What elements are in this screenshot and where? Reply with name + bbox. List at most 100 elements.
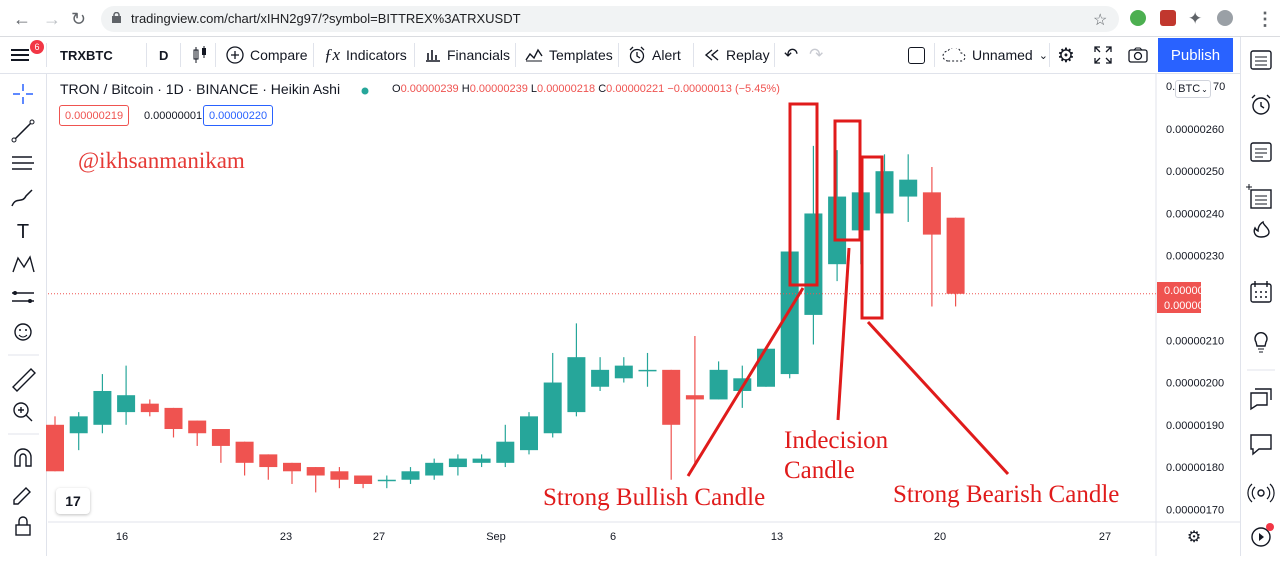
buy-price-box[interactable]: 0.00000220 (203, 105, 274, 126)
zoom-in-icon[interactable] (13, 402, 33, 422)
fullscreen-button[interactable] (1094, 37, 1112, 73)
symbol-search-button[interactable]: TRXBTC (60, 47, 113, 63)
bearish-candle-highlight-box (860, 155, 884, 320)
trend-line-icon[interactable] (11, 119, 35, 143)
candle-body (377, 479, 396, 482)
chats-icon[interactable] (1250, 388, 1272, 411)
candle-body (520, 416, 538, 451)
crosshair-icon[interactable] (13, 84, 33, 104)
fib-retracement-icon[interactable] (12, 156, 34, 170)
price-chart[interactable]: 0. 70 0.00000260 0.00000250 0.00000240 0.00… (0, 0, 1240, 556)
candle-body (899, 179, 918, 197)
financials-button[interactable]: Financials (425, 37, 510, 73)
indicators-label: Indicators (346, 47, 407, 63)
back-icon[interactable]: ← (13, 9, 31, 29)
extensions-puzzle-icon[interactable]: ✦ (1188, 9, 1203, 28)
smile-icon[interactable] (14, 323, 32, 341)
chart-type-button[interactable] (193, 37, 207, 73)
undo-icon[interactable]: ↶ (784, 45, 799, 64)
financials-label: Financials (447, 47, 511, 63)
alert-button[interactable]: Alert (628, 37, 681, 73)
forward-icon[interactable]: → (43, 9, 61, 29)
candle-body (164, 407, 183, 430)
reload-icon[interactable]: ↻ (71, 9, 87, 29)
profile-avatar-icon[interactable] (1217, 10, 1233, 26)
price-tick-label: 0.00000180 (1166, 462, 1224, 474)
rewind-icon (704, 49, 719, 61)
price-tick-label: 0.00000230 (1166, 251, 1224, 263)
candle-body (804, 213, 823, 315)
bullish-candle-highlight-box (788, 102, 819, 287)
watchlist-icon[interactable] (1250, 50, 1272, 70)
candle-body (472, 458, 491, 463)
replay-button[interactable]: Replay (704, 37, 770, 73)
candle-body (543, 382, 562, 434)
lock-pencil-icon[interactable] (13, 487, 31, 505)
compare-button[interactable]: Compare (226, 37, 308, 73)
forecast-icon[interactable] (12, 291, 34, 303)
time-tick-label: Sep (486, 531, 506, 543)
pattern-icon[interactable] (12, 255, 35, 273)
browser-bar: ← → ↻ tradingview.com/chart/xIHN2g97/?sy… (0, 0, 1280, 37)
layout-name-button[interactable]: Unnamed ⌄ (942, 37, 1048, 73)
sell-price-box[interactable]: 0.00000219 (59, 105, 130, 126)
bearish-arrow-line (866, 320, 1010, 476)
candle-body (46, 424, 64, 472)
candle-body (946, 217, 965, 294)
browser-menu-icon[interactable]: ⋮ (1256, 9, 1274, 29)
price-tick-label: 0.00000190 (1166, 420, 1224, 432)
layout-toggle-button[interactable] (908, 37, 925, 73)
brush-icon[interactable] (11, 189, 33, 207)
candle-body (757, 348, 775, 387)
tradingview-logo[interactable]: 17 (56, 488, 90, 514)
time-tick-label: 13 (771, 531, 783, 543)
annotation-strong-bearish: Strong Bearish Candle (893, 481, 1120, 508)
layout-name-label: Unnamed (972, 47, 1033, 63)
price-tick-label: 0.00000260 (1166, 124, 1224, 136)
candle-body (614, 365, 633, 379)
replay-label: Replay (726, 47, 770, 63)
address-bar[interactable]: tradingview.com/chart/xIHN2g97/?symbol=B… (101, 6, 1119, 32)
publish-button[interactable]: Publish (1158, 38, 1233, 72)
axis-settings-gear-icon[interactable]: ⚙ (1187, 529, 1201, 546)
magnet-icon[interactable] (14, 448, 32, 467)
ruler-icon[interactable] (12, 368, 36, 392)
candle-body (828, 196, 847, 265)
lock-drawings-icon[interactable] (15, 516, 31, 536)
candle-body (448, 458, 467, 468)
data-window-icon[interactable] (1250, 142, 1272, 162)
alert-label: Alert (652, 47, 681, 63)
streams-icon[interactable] (1247, 483, 1275, 503)
redo-icon[interactable]: ↷ (809, 45, 824, 64)
snapshot-button[interactable] (1128, 37, 1148, 73)
function-fx-icon: ƒx (324, 45, 341, 64)
indicators-button[interactable]: ƒx Indicators (324, 37, 407, 73)
candle-body (638, 369, 657, 372)
candle-body (922, 192, 941, 235)
compare-label: Compare (250, 47, 308, 63)
calendar-icon[interactable] (1250, 281, 1272, 303)
extension-globe-icon[interactable] (1130, 10, 1146, 26)
interval-button[interactable]: D (159, 47, 169, 63)
candle-body (709, 369, 728, 400)
alerts-clock-icon[interactable] (1251, 94, 1271, 115)
help-play-icon[interactable] (1251, 523, 1274, 547)
price-tick-label: 0.00000210 (1166, 335, 1224, 347)
settings-gear-icon[interactable]: ⚙ (1057, 44, 1075, 67)
extension-pdf-icon[interactable] (1160, 10, 1176, 26)
main-menu-button[interactable]: 6 (11, 37, 44, 73)
notification-badge: 6 (30, 40, 44, 54)
candle-body (425, 462, 444, 476)
last-price-label: 0.00000221 (1164, 285, 1222, 297)
chart-legend-title[interactable]: TRON / Bitcoin · 1D · BINANCE · Heikin A… (60, 81, 341, 97)
templates-button[interactable]: Templates (525, 37, 613, 73)
chat-bubble-icon[interactable] (1250, 434, 1272, 456)
object-tree-icon[interactable] (1246, 184, 1272, 209)
currency-selector[interactable]: BTC ⌄ (1175, 80, 1211, 98)
hotlist-flame-icon[interactable] (1253, 220, 1270, 238)
chart-top-toolbar: 6 TRXBTC D Compare ƒx Indicators Financi… (0, 37, 1240, 74)
ideas-bulb-icon[interactable] (1254, 332, 1268, 353)
candle-body (140, 403, 159, 413)
bookmark-star-icon[interactable]: ☆ (1093, 12, 1108, 29)
text-tool-icon[interactable]: T (17, 221, 29, 243)
